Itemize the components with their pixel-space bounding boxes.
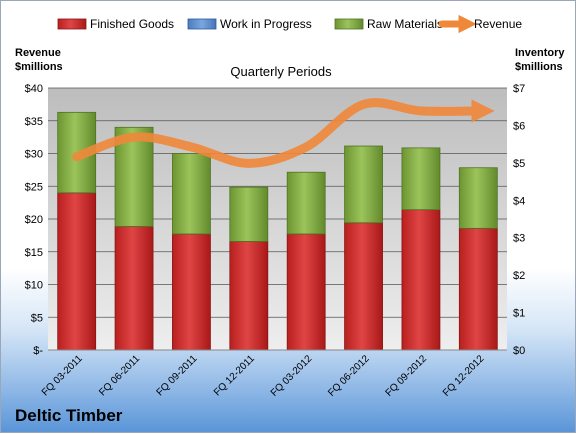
y-left-tick-label: $35 bbox=[25, 116, 43, 128]
legend: Finished Goods Work in Progress Raw Materi… bbox=[57, 14, 522, 34]
bar-finished-goods bbox=[401, 209, 441, 351]
x-tick-label: FQ 12-2011 bbox=[212, 353, 257, 398]
bar-finished-goods bbox=[172, 233, 211, 351]
y-right-tick-label: $4 bbox=[513, 195, 525, 207]
bar-finished-goods bbox=[114, 226, 154, 351]
bar-finished-goods bbox=[57, 192, 97, 351]
y-right-ticks: $0 $1 $2 $3 $4 $5 $6 $7 bbox=[513, 83, 525, 357]
x-tick-label: FQ 09-2012 bbox=[384, 353, 430, 399]
x-tick-label: FQ 06-2012 bbox=[326, 353, 372, 399]
y-left-tick-label: $20 bbox=[25, 214, 43, 226]
y-right-title: Inventory $millions bbox=[515, 47, 565, 73]
bar-raw-materials bbox=[172, 153, 211, 235]
legend-label: Raw Materials bbox=[367, 17, 443, 31]
bar-raw-materials bbox=[344, 145, 383, 224]
legend-label: Work in Progress bbox=[220, 17, 312, 31]
y-right-tick-label: $7 bbox=[513, 83, 525, 95]
chart-title: Quarterly Periods bbox=[230, 64, 332, 79]
y-right-tick-label: $3 bbox=[513, 233, 525, 245]
legend-label: Revenue bbox=[474, 17, 522, 31]
legend-swatch-work-in-progress bbox=[187, 18, 217, 30]
bar-layer bbox=[57, 111, 498, 351]
legend-label: Finished Goods bbox=[90, 17, 174, 31]
x-tick-label: FQ 03-2011 bbox=[40, 353, 85, 398]
bar-raw-materials bbox=[286, 171, 326, 235]
bar-raw-materials bbox=[458, 167, 498, 229]
y-right-tick-label: $1 bbox=[513, 308, 525, 320]
x-tick-label: FQ 12-2012 bbox=[441, 353, 487, 399]
y-left-tick-label: $15 bbox=[25, 247, 43, 259]
bar-finished-goods bbox=[286, 233, 326, 351]
brand-label: Deltic Timber bbox=[15, 406, 123, 425]
y-left-tick-label: $30 bbox=[25, 149, 43, 161]
y-right-tick-label: $5 bbox=[513, 158, 525, 170]
revenue-line bbox=[72, 98, 495, 168]
bar-raw-materials bbox=[229, 186, 269, 242]
x-ticks: FQ 03-2011 FQ 06-2011 FQ 09-2011 FQ 12-2011… bbox=[40, 353, 487, 399]
bar-raw-materials bbox=[401, 147, 441, 211]
bar-finished-goods bbox=[229, 241, 269, 351]
y-left-ticks: $- $5 $10 $15 $20 $25 $30 $35 $40 bbox=[25, 83, 44, 357]
y-left-title: Revenue $millions bbox=[15, 47, 63, 73]
y-left-tick-label: $- bbox=[33, 345, 43, 357]
legend-swatch-finished-goods bbox=[57, 18, 87, 30]
x-tick-label: FQ 06-2011 bbox=[97, 353, 142, 398]
x-tick-label: FQ 09-2011 bbox=[155, 353, 200, 398]
revenue-layer bbox=[72, 98, 495, 168]
y-left-tick-label: $5 bbox=[31, 312, 43, 324]
x-tick-label: FQ 03-2012 bbox=[269, 353, 315, 399]
bar-finished-goods bbox=[458, 227, 498, 351]
legend-swatch-raw-materials bbox=[334, 18, 364, 30]
y-left-tick-label: $25 bbox=[25, 181, 43, 193]
y-left-tick-label: $10 bbox=[25, 280, 43, 292]
bar-finished-goods bbox=[344, 222, 383, 351]
y-right-tick-label: $2 bbox=[513, 270, 525, 282]
y-left-tick-label: $40 bbox=[25, 83, 43, 95]
y-right-tick-label: $6 bbox=[513, 120, 525, 132]
y-right-tick-label: $0 bbox=[513, 345, 525, 357]
